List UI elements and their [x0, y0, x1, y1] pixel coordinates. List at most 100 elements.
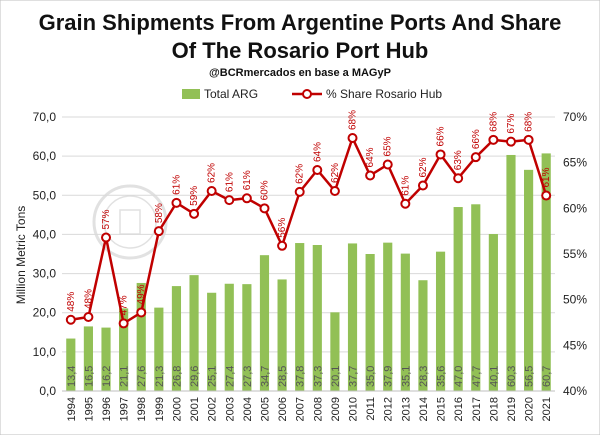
y-axis-label: Million Metric Tons — [14, 206, 28, 304]
share-point — [435, 149, 446, 160]
share-point — [400, 198, 411, 209]
x-tick-label: 2003 — [224, 397, 236, 421]
share-value-label: 47% — [119, 295, 130, 315]
bar — [524, 169, 534, 391]
share-value-label: 62% — [207, 163, 218, 183]
bar — [66, 338, 76, 391]
share-point — [101, 232, 112, 243]
bar-value-label: 16,2 — [101, 366, 113, 387]
share-value-label: 62% — [330, 163, 341, 183]
bar-value-label: 13,4 — [66, 366, 78, 387]
bar — [330, 312, 340, 391]
x-tick-label: 2001 — [189, 397, 201, 421]
y2-tick-label: 45% — [563, 338, 587, 352]
bar-value-label: 34,7 — [259, 366, 271, 387]
bar-value-label: 37,8 — [295, 366, 307, 387]
share-point — [523, 134, 534, 145]
bar — [259, 255, 270, 391]
bar — [435, 251, 446, 391]
bar-value-label: 25,1 — [207, 366, 219, 387]
share-point — [312, 164, 323, 175]
y-tick-label: 20,0 — [33, 306, 57, 320]
share-point — [206, 185, 217, 196]
bar — [224, 283, 234, 391]
share-point — [136, 307, 147, 318]
y2-tick-label: 65% — [563, 156, 587, 170]
chart-title-line1: Grain Shipments From Argentine Ports And… — [39, 10, 562, 35]
x-tick-label: 1994 — [66, 397, 78, 421]
x-tick-label: 1997 — [119, 397, 131, 421]
chart-title-line2: Of The Rosario Port Hub — [172, 38, 429, 63]
bar-value-label: 21,1 — [119, 366, 131, 387]
bar-value-label: 35,0 — [365, 366, 377, 387]
x-tick-label: 2013 — [400, 397, 412, 421]
bar — [471, 204, 481, 391]
bar — [400, 253, 410, 391]
bar — [277, 279, 287, 391]
x-tick-label: 2018 — [488, 397, 500, 421]
y2-tick-label: 60% — [563, 201, 587, 215]
y-tick-label: 0,0 — [39, 384, 56, 398]
share-value-label: 68% — [488, 112, 499, 132]
x-tick-label: 2009 — [330, 397, 342, 421]
share-point — [171, 197, 182, 208]
share-value-label: 48% — [83, 289, 94, 309]
share-point — [294, 186, 305, 197]
bar-value-label: 26,8 — [171, 366, 183, 387]
share-point — [417, 180, 428, 191]
bar-value-label: 35,1 — [400, 366, 412, 387]
bar-value-label: 37,9 — [383, 366, 395, 387]
y-axis-ticks: 0,0 10,0 20,0 30,0 40,0 50,0 60,0 70,0 — [33, 110, 57, 398]
x-tick-label: 2016 — [453, 397, 465, 421]
x-tick-label: 2017 — [471, 397, 483, 421]
x-tick-label: 2000 — [171, 397, 183, 421]
x-tick-label: 1999 — [154, 397, 166, 421]
share-value-label: 49% — [136, 284, 147, 304]
y-tick-label: 60,0 — [33, 149, 57, 163]
bar — [506, 154, 516, 391]
bar — [312, 244, 322, 391]
x-tick-label: 2008 — [312, 397, 324, 421]
share-point — [241, 193, 252, 204]
x-tick-label: 2002 — [207, 397, 219, 421]
share-point — [453, 173, 464, 184]
y2-tick-label: 50% — [563, 293, 587, 307]
share-value-label: 66% — [436, 126, 447, 146]
bar — [242, 284, 252, 391]
bar — [295, 243, 305, 391]
x-tick-label: 2007 — [295, 397, 307, 421]
chart-subtitle: @BCRmercados en base a MAGyP — [209, 67, 391, 79]
legend-swatch-marker — [302, 89, 312, 99]
share-point — [365, 170, 376, 181]
share-value-label: 67% — [506, 114, 517, 134]
share-value-label: 61% — [171, 175, 182, 195]
share-value-label: 57% — [101, 209, 112, 229]
bar-labels: 13,4 16,5 16,2 21,1 27,6 21,3 26,8 29,6 25,1 27,4… — [66, 366, 553, 387]
y2-axis-ticks: 40% 45% 50% 55% 60% 65% 70% — [563, 110, 587, 398]
share-value-label: 61% — [541, 167, 552, 187]
x-tick-label: 2015 — [436, 397, 448, 421]
legend-label-share: % Share Rosario Hub — [326, 87, 442, 101]
share-value-label: 60% — [259, 180, 270, 200]
y-tick-label: 10,0 — [33, 345, 57, 359]
bar-value-label: 37,3 — [312, 366, 324, 387]
share-point — [382, 159, 393, 170]
bar-value-label: 20,1 — [330, 366, 342, 387]
bar-value-label: 27,4 — [224, 366, 236, 387]
share-point — [189, 208, 200, 219]
bar-value-label: 27,3 — [242, 366, 254, 387]
share-value-label: 62% — [295, 164, 306, 184]
share-point — [118, 318, 129, 329]
share-value-label: 61% — [242, 170, 253, 190]
x-axis-ticks: 1994 1995 1996 1997 1998 1999 2000 2001 2002 2003… — [66, 397, 553, 421]
x-tick-label: 1995 — [83, 397, 95, 421]
bar — [154, 307, 164, 391]
y2-tick-label: 70% — [563, 110, 587, 124]
bar-value-label: 56,5 — [524, 366, 536, 387]
bar — [101, 327, 111, 391]
share-series-line — [70, 136, 548, 325]
share-point — [153, 226, 164, 237]
bar-value-label: 21,3 — [154, 366, 166, 387]
bar-value-label: 60,3 — [506, 366, 518, 387]
bar-value-label: 28,3 — [418, 366, 430, 387]
